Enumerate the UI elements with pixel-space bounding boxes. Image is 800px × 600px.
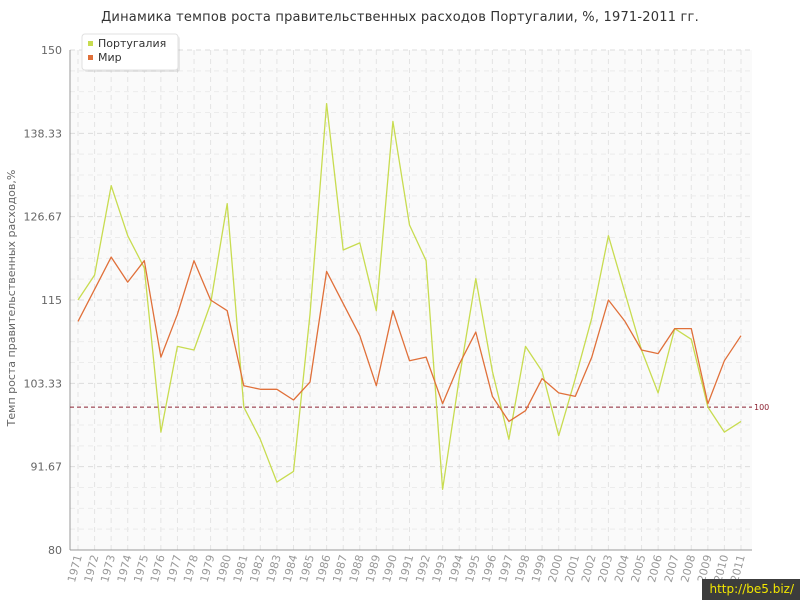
legend-swatch <box>88 41 93 46</box>
legend-box <box>81 33 179 71</box>
y-tick-label: 138.33 <box>24 127 63 140</box>
series-line-portugal <box>77 102 742 490</box>
chart-title: Динамика темпов роста правительственных … <box>101 10 699 25</box>
y-axis-label: Темп роста правительственных расходов,% <box>5 170 18 428</box>
y-tick-label: 103.33 <box>24 377 63 390</box>
legend-swatch <box>88 55 93 60</box>
site-watermark: http://be5.biz/ <box>702 579 800 600</box>
y-tick-label: 80 <box>48 544 62 557</box>
y-tick-label: 115 <box>41 294 62 307</box>
legend-entry: Португалия <box>98 37 166 50</box>
series-line-world <box>77 256 742 423</box>
y-tick-label: 126.67 <box>24 211 63 224</box>
y-tick-label: 150 <box>41 44 62 57</box>
reference-line-label: 100 <box>754 403 769 412</box>
y-tick-label: 91.67 <box>31 461 63 474</box>
legend-entry: Мир <box>98 51 122 64</box>
